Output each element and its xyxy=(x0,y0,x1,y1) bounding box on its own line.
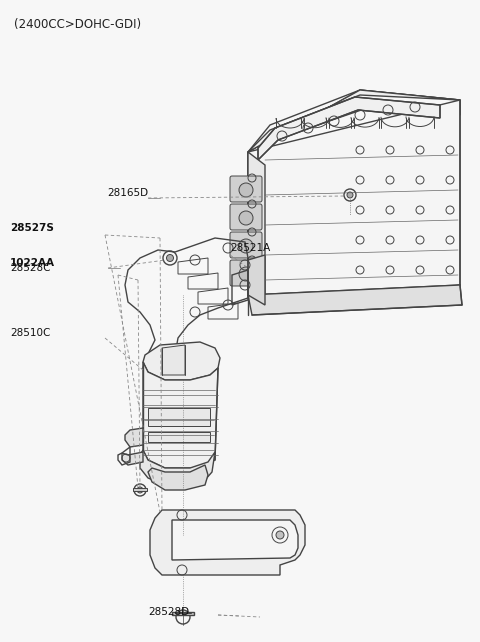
Bar xyxy=(148,432,210,442)
FancyBboxPatch shape xyxy=(230,232,262,258)
Circle shape xyxy=(239,211,253,225)
Polygon shape xyxy=(172,520,298,560)
Polygon shape xyxy=(140,450,215,485)
Polygon shape xyxy=(143,342,220,380)
Polygon shape xyxy=(172,612,194,615)
Circle shape xyxy=(137,487,143,493)
Polygon shape xyxy=(248,152,265,305)
Bar xyxy=(148,408,210,426)
Text: 28165D: 28165D xyxy=(107,188,148,198)
Text: 28528D: 28528D xyxy=(148,607,189,617)
Polygon shape xyxy=(248,90,460,165)
FancyBboxPatch shape xyxy=(230,176,262,202)
Text: 28521A: 28521A xyxy=(230,243,270,253)
Polygon shape xyxy=(248,100,460,295)
Text: 28528C: 28528C xyxy=(10,263,50,273)
Polygon shape xyxy=(248,90,460,152)
Polygon shape xyxy=(248,255,265,305)
Polygon shape xyxy=(162,345,185,375)
Polygon shape xyxy=(248,285,462,315)
Text: (2400CC>DOHC-GDI): (2400CC>DOHC-GDI) xyxy=(14,18,141,31)
Circle shape xyxy=(276,531,284,539)
Polygon shape xyxy=(143,362,218,468)
FancyBboxPatch shape xyxy=(230,260,262,286)
Circle shape xyxy=(167,254,173,261)
Polygon shape xyxy=(150,510,305,575)
Text: 28510C: 28510C xyxy=(10,328,50,338)
Polygon shape xyxy=(133,488,147,491)
Circle shape xyxy=(239,267,253,281)
Circle shape xyxy=(239,239,253,253)
Polygon shape xyxy=(122,452,143,465)
Polygon shape xyxy=(258,97,440,160)
Text: 28527S: 28527S xyxy=(10,223,54,233)
FancyBboxPatch shape xyxy=(230,204,262,230)
Polygon shape xyxy=(125,428,143,447)
Text: 1022AA: 1022AA xyxy=(10,258,55,268)
Polygon shape xyxy=(148,465,208,490)
Circle shape xyxy=(347,192,353,198)
Circle shape xyxy=(239,183,253,197)
